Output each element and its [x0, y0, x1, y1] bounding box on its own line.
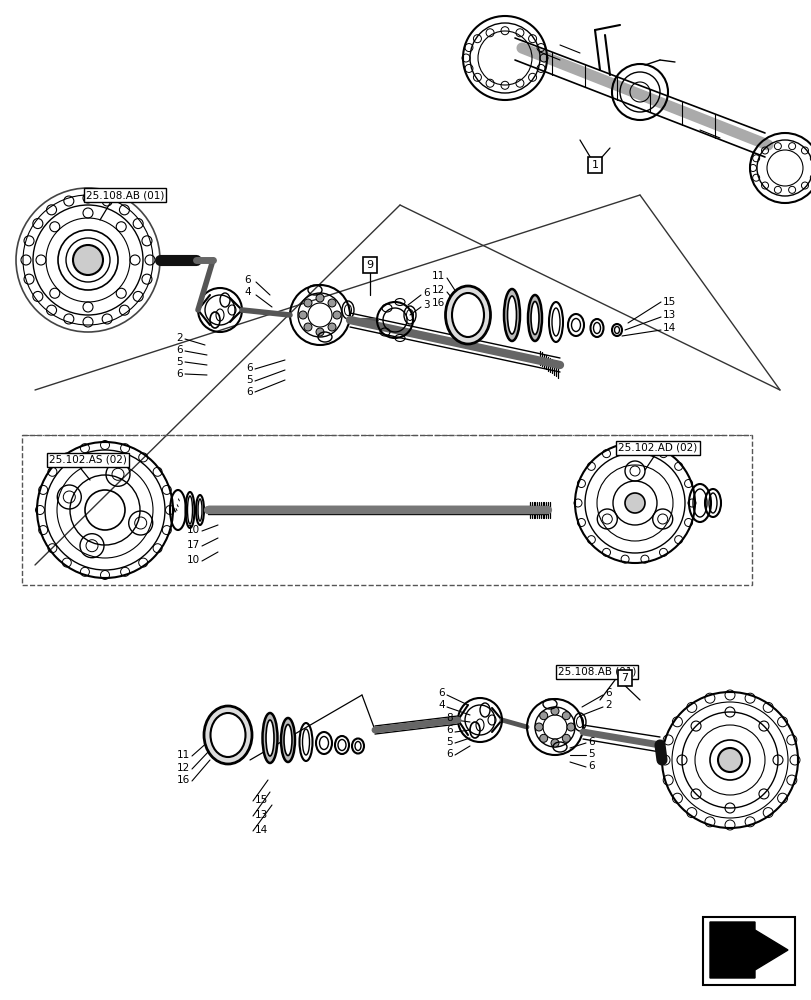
- Text: 14: 14: [255, 825, 268, 835]
- Text: 6: 6: [587, 761, 594, 771]
- Text: 14: 14: [663, 323, 676, 333]
- Text: 6: 6: [604, 688, 611, 698]
- Text: 16: 16: [177, 775, 190, 785]
- Ellipse shape: [452, 293, 483, 337]
- Text: 15: 15: [663, 297, 676, 307]
- Circle shape: [551, 739, 558, 747]
- Text: 6: 6: [438, 688, 444, 698]
- Ellipse shape: [187, 496, 192, 524]
- Text: 25.102.AS (02): 25.102.AS (02): [49, 455, 127, 465]
- Text: 25.102.AD (02): 25.102.AD (02): [618, 443, 697, 453]
- Text: 17: 17: [187, 540, 200, 550]
- Ellipse shape: [504, 289, 519, 341]
- Ellipse shape: [281, 718, 294, 762]
- Ellipse shape: [262, 713, 277, 763]
- Ellipse shape: [284, 724, 292, 756]
- Text: 5: 5: [176, 357, 182, 367]
- Ellipse shape: [198, 499, 202, 521]
- Text: 6: 6: [246, 387, 253, 397]
- Text: 1: 1: [590, 160, 598, 170]
- Text: 25.108.AB (01): 25.108.AB (01): [557, 667, 635, 677]
- Circle shape: [328, 299, 336, 307]
- Text: 15: 15: [255, 795, 268, 805]
- Text: 4: 4: [244, 287, 251, 297]
- Circle shape: [333, 311, 341, 319]
- Text: 8: 8: [446, 713, 453, 723]
- Text: 7: 7: [620, 673, 628, 683]
- Ellipse shape: [527, 295, 541, 341]
- Text: 12: 12: [177, 763, 190, 773]
- Text: 6: 6: [423, 288, 429, 298]
- Circle shape: [73, 245, 103, 275]
- Text: 16: 16: [431, 298, 444, 308]
- Circle shape: [315, 294, 324, 302]
- Ellipse shape: [210, 713, 245, 757]
- Circle shape: [551, 707, 558, 715]
- Text: 5: 5: [446, 737, 453, 747]
- Ellipse shape: [266, 720, 273, 756]
- Text: 10: 10: [187, 525, 200, 535]
- Circle shape: [298, 311, 307, 319]
- Text: 6: 6: [446, 725, 453, 735]
- Text: 11: 11: [177, 750, 190, 760]
- Ellipse shape: [204, 706, 251, 764]
- Circle shape: [562, 712, 569, 720]
- Text: 25.108.AB (01): 25.108.AB (01): [86, 190, 164, 200]
- Text: 6: 6: [446, 749, 453, 759]
- Ellipse shape: [530, 302, 539, 334]
- Text: 6: 6: [244, 275, 251, 285]
- Circle shape: [539, 734, 547, 742]
- Ellipse shape: [507, 296, 516, 334]
- Circle shape: [534, 723, 543, 731]
- Circle shape: [315, 328, 324, 336]
- Text: 10: 10: [187, 555, 200, 565]
- Circle shape: [303, 299, 311, 307]
- Ellipse shape: [445, 286, 490, 344]
- Text: 3: 3: [423, 300, 429, 310]
- Text: 6: 6: [246, 363, 253, 373]
- Text: 5: 5: [246, 375, 253, 385]
- Text: 4: 4: [438, 700, 444, 710]
- Circle shape: [303, 323, 311, 331]
- Circle shape: [328, 323, 336, 331]
- Text: 6: 6: [176, 369, 182, 379]
- Circle shape: [562, 734, 569, 742]
- Polygon shape: [709, 922, 787, 978]
- Circle shape: [624, 493, 644, 513]
- Text: 13: 13: [663, 310, 676, 320]
- Circle shape: [717, 748, 741, 772]
- Text: 12: 12: [431, 285, 444, 295]
- Text: 11: 11: [431, 271, 444, 281]
- Text: 6: 6: [176, 345, 182, 355]
- Text: 2: 2: [176, 333, 182, 343]
- Circle shape: [539, 712, 547, 720]
- Text: 5: 5: [587, 749, 594, 759]
- Text: 6: 6: [587, 737, 594, 747]
- Circle shape: [566, 723, 574, 731]
- Text: 9: 9: [366, 260, 373, 270]
- Text: 2: 2: [604, 700, 611, 710]
- Text: 13: 13: [255, 810, 268, 820]
- Bar: [702, 917, 794, 985]
